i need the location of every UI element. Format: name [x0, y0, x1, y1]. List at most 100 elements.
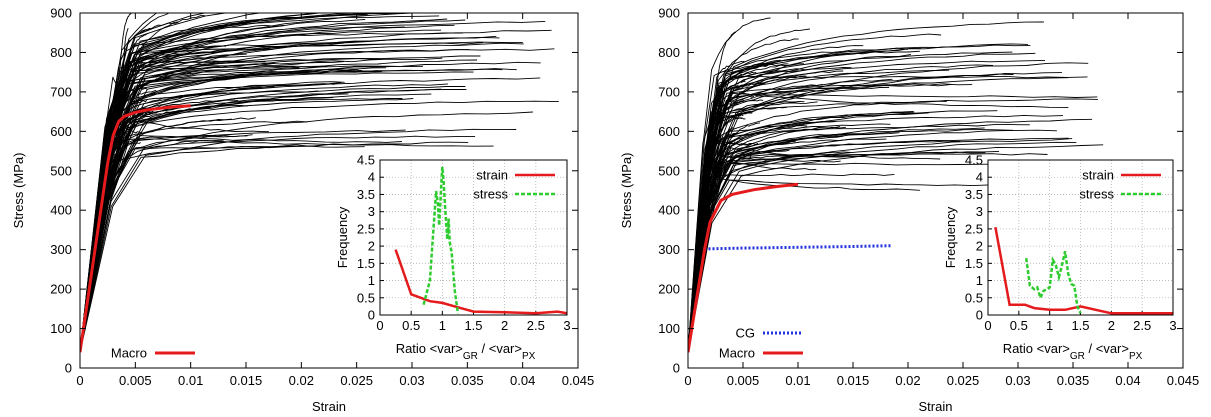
grain-curve: [80, 57, 443, 353]
x-tick-label: 0.045: [562, 373, 595, 388]
x-tick-label: 0.025: [340, 373, 373, 388]
inset-y-tick-label: 1: [976, 273, 983, 288]
legend-label-macro: Macro: [111, 346, 147, 361]
grain-curve: [80, 68, 359, 353]
grain-curve: [80, 90, 319, 353]
inset-legend-label-stress: stress: [1079, 187, 1114, 202]
inset-legend-label-strain: strain: [476, 168, 508, 183]
grain-curve: [688, 83, 952, 353]
grain-curve: [80, 24, 455, 353]
y-tick-label: 400: [658, 203, 680, 218]
legend-label-cg: CG: [736, 326, 756, 341]
grain-curve: [80, 108, 169, 353]
grain-curve: [80, 135, 402, 353]
x-tick-label: 0.01: [785, 373, 810, 388]
y-tick-label: 700: [50, 84, 72, 99]
x-tick-label: 0.035: [451, 373, 484, 388]
y-tick-label: 300: [50, 242, 72, 257]
x-tick-label: 0.03: [1005, 373, 1030, 388]
y-tick-label: 800: [50, 45, 72, 60]
inset-frame: [379, 159, 568, 316]
y-axis-label: Stress (MPa): [619, 153, 634, 229]
grain-curve: [688, 138, 1073, 353]
grain-curve: [80, 45, 204, 353]
inset-y-tick-label: 3: [368, 204, 375, 219]
grain-curve: [80, 65, 424, 353]
series-macro: [80, 104, 191, 353]
grain-curve: [80, 20, 546, 353]
y-tick-label: 400: [50, 203, 72, 218]
inset-y-tick-label: 4.5: [357, 153, 375, 168]
chart-panel-right: 0 0.005 0.01 0.015 0.02 0.025 0.03 0.035 0.04 0.0…: [619, 6, 1199, 415]
grain-curve: [688, 138, 887, 353]
x-tick-label: 0: [76, 373, 83, 388]
grain-curve: [688, 98, 1099, 353]
grain-curve: [80, 71, 474, 353]
y-tick-label: 500: [658, 163, 680, 178]
grain-curve: [80, 138, 494, 353]
y-tick-label: 600: [658, 124, 680, 139]
inset-y-tick-label: 0: [976, 308, 983, 323]
grain-curve: [80, 120, 308, 353]
y-tick-label: 100: [50, 321, 72, 336]
inset-series-strain: [394, 249, 567, 315]
grain-curve: [688, 111, 915, 353]
grain-curve: [688, 110, 998, 353]
grain-curve: [80, 19, 466, 353]
inset-series-strain: [994, 226, 1173, 315]
x-tick-label: 0.02: [895, 373, 920, 388]
grain-curve: [80, 68, 503, 353]
grain-curve: [80, 83, 448, 353]
inset-y-tick-label: 3: [976, 204, 983, 219]
grain-curve: [80, 42, 344, 353]
grain-curve: [688, 83, 973, 353]
grain-curve: [688, 83, 823, 353]
grain-curve: [688, 69, 950, 353]
inset-x-tick-label: 1: [439, 318, 446, 333]
inset-y-axis-label: Frequency: [943, 206, 958, 268]
grain-curve: [80, 29, 442, 353]
plot-area: [688, 17, 1104, 353]
inset-plot-area: [994, 226, 1173, 315]
grain-curve: [80, 13, 158, 353]
inset-background: [380, 160, 567, 315]
grain-curve: [80, 117, 256, 353]
inset-chart: 0 0.5 1 1.5 2 2.5 300.511.522.533.544.5strains…: [335, 153, 571, 362]
x-tick-label: 0.005: [727, 373, 760, 388]
inset-series-stress: [1024, 251, 1082, 314]
inset-y-tick-label: 3.5: [965, 187, 983, 202]
inset-y-tick-label: 3.5: [357, 187, 375, 202]
grain-curve: [688, 153, 1048, 353]
inset-y-tick-label: 2.5: [357, 221, 375, 236]
grain-curve: [80, 13, 263, 353]
grain-curve: [688, 64, 994, 353]
grain-curve: [80, 49, 470, 353]
grain-curve: [688, 178, 920, 353]
series-macro: [688, 182, 799, 353]
grain-curve: [80, 48, 555, 353]
x-tick-label: 0.045: [1167, 373, 1200, 388]
grain-curve: [80, 141, 469, 353]
inset-x-axis-label: Ratio <var>GR / <var>PX: [1003, 341, 1143, 362]
grain-curve: [688, 62, 1089, 353]
grain-curve: [688, 45, 864, 353]
inset-y-tick-label: 1: [368, 273, 375, 288]
grain-curve: [688, 28, 810, 353]
y-axis-label: Stress (MPa): [11, 153, 26, 229]
grain-curve: [80, 13, 319, 353]
grain-curve: [688, 118, 1093, 353]
grain-curve: [688, 179, 1025, 353]
grain-curve: [80, 59, 478, 353]
x-tick-label: 0.035: [1057, 373, 1090, 388]
inset-x-tick-label: 1: [1046, 318, 1053, 333]
grain-curve: [688, 47, 922, 353]
grain-curve: [80, 92, 227, 353]
grain-curve: [80, 81, 345, 353]
x-tick-label: 0.04: [510, 373, 535, 388]
grain-curve: [80, 93, 432, 353]
grain-curve: [688, 158, 817, 353]
y-tick-label: 900: [50, 6, 72, 21]
x-tick-label: 0.015: [230, 373, 263, 388]
plot-frame: [79, 12, 579, 369]
